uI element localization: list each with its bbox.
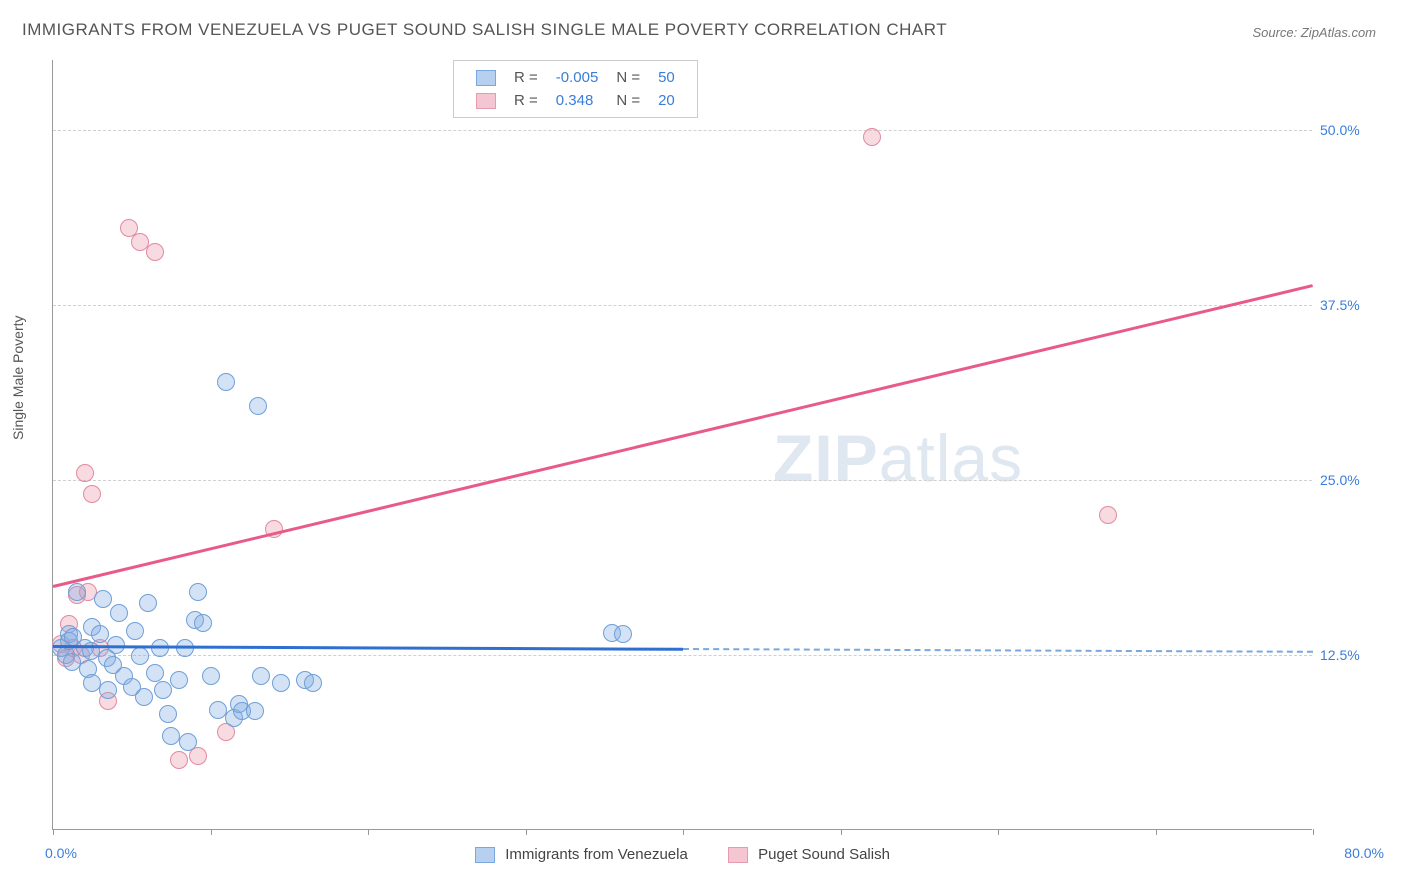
data-point [863, 128, 881, 146]
y-axis-label: Single Male Poverty [10, 315, 26, 440]
data-point [249, 397, 267, 415]
data-point [99, 681, 117, 699]
data-point [68, 583, 86, 601]
x-axis-tick [368, 829, 369, 835]
data-point [246, 702, 264, 720]
data-point [94, 590, 112, 608]
y-axis-tick-label: 37.5% [1320, 297, 1380, 313]
trend-line [53, 645, 683, 650]
legend-swatch-series2 [728, 847, 748, 863]
data-point [217, 373, 235, 391]
y-axis-tick-label: 12.5% [1320, 647, 1380, 663]
x-axis-tick [841, 829, 842, 835]
data-point [83, 485, 101, 503]
gridline [53, 655, 1312, 656]
data-point [139, 594, 157, 612]
gridline [53, 480, 1312, 481]
data-point [189, 583, 207, 601]
legend-r-label: R = [506, 90, 546, 111]
data-point [1099, 506, 1117, 524]
legend-r1-value: -0.005 [548, 67, 607, 88]
x-axis-tick [1156, 829, 1157, 835]
data-point [179, 733, 197, 751]
legend-row-series2: R = 0.348 N = 20 [468, 90, 683, 111]
data-point [202, 667, 220, 685]
x-axis-tick [53, 829, 54, 835]
source-label: Source: ZipAtlas.com [1252, 25, 1376, 40]
legend-row-series1: R = -0.005 N = 50 [468, 67, 683, 88]
data-point [126, 622, 144, 640]
data-point [170, 751, 188, 769]
x-axis-tick [211, 829, 212, 835]
correlation-legend: R = -0.005 N = 50 R = 0.348 N = 20 [453, 60, 698, 118]
data-point [194, 614, 212, 632]
legend-n1-value: 50 [650, 67, 683, 88]
legend-r-label: R = [506, 67, 546, 88]
data-point [154, 681, 172, 699]
legend-swatch-series2 [476, 93, 496, 109]
x-axis-tick [526, 829, 527, 835]
data-point [614, 625, 632, 643]
data-point [272, 674, 290, 692]
x-axis-tick [998, 829, 999, 835]
y-axis-tick-label: 25.0% [1320, 472, 1380, 488]
legend-n2-value: 20 [650, 90, 683, 111]
legend-swatch-series1 [475, 847, 495, 863]
legend-n-label: N = [608, 90, 648, 111]
data-point [76, 464, 94, 482]
data-point [110, 604, 128, 622]
series-legend: Immigrants from Venezuela Puget Sound Sa… [53, 846, 1312, 863]
gridline [53, 305, 1312, 306]
x-axis-max-label: 80.0% [1344, 845, 1384, 861]
data-point [146, 243, 164, 261]
data-point [91, 625, 109, 643]
trend-line-projection [683, 648, 1313, 653]
x-axis-min-label: 0.0% [45, 845, 77, 861]
gridline [53, 130, 1312, 131]
y-axis-tick-label: 50.0% [1320, 122, 1380, 138]
data-point [146, 664, 164, 682]
legend-n-label: N = [608, 67, 648, 88]
legend-r2-value: 0.348 [548, 90, 607, 111]
data-point [170, 671, 188, 689]
legend-label-series1: Immigrants from Venezuela [505, 846, 688, 863]
data-point [162, 727, 180, 745]
data-point [304, 674, 322, 692]
x-axis-tick [683, 829, 684, 835]
plot-area: ZIPatlas R = -0.005 N = 50 R = 0.348 N =… [52, 60, 1312, 830]
data-point [135, 688, 153, 706]
data-point [159, 705, 177, 723]
chart-title: IMMIGRANTS FROM VENEZUELA VS PUGET SOUND… [22, 20, 947, 40]
x-axis-tick [1313, 829, 1314, 835]
legend-label-series2: Puget Sound Salish [758, 846, 890, 863]
watermark: ZIPatlas [773, 420, 1023, 496]
legend-swatch-series1 [476, 70, 496, 86]
data-point [252, 667, 270, 685]
trend-line [53, 284, 1314, 587]
data-point [131, 647, 149, 665]
